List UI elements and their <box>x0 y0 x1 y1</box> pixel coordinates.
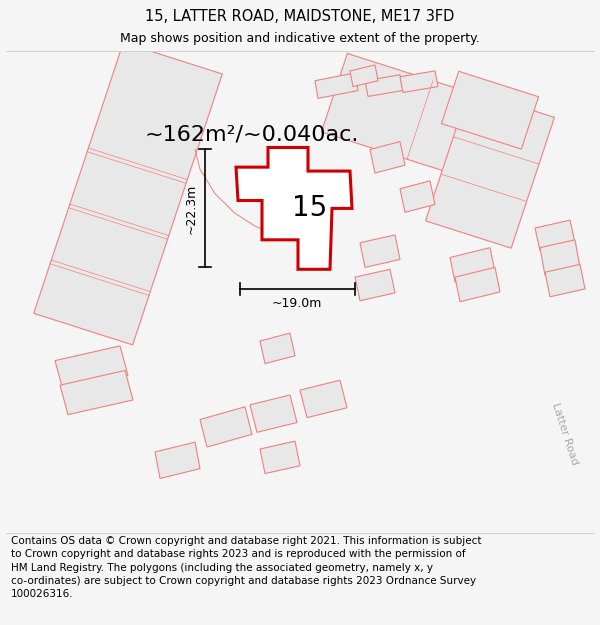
Polygon shape <box>236 148 352 269</box>
Polygon shape <box>400 71 438 92</box>
Polygon shape <box>260 441 300 474</box>
Polygon shape <box>250 395 297 432</box>
Polygon shape <box>365 75 403 96</box>
Polygon shape <box>360 235 400 268</box>
Text: ~22.3m: ~22.3m <box>185 183 198 234</box>
Polygon shape <box>155 442 200 479</box>
Text: Map shows position and indicative extent of the property.: Map shows position and indicative extent… <box>120 32 480 45</box>
Polygon shape <box>315 73 358 98</box>
Polygon shape <box>350 65 378 87</box>
Polygon shape <box>442 71 539 149</box>
Polygon shape <box>55 346 128 390</box>
Polygon shape <box>455 268 500 302</box>
Text: 15, LATTER ROAD, MAIDSTONE, ME17 3FD: 15, LATTER ROAD, MAIDSTONE, ME17 3FD <box>145 9 455 24</box>
Polygon shape <box>355 269 395 301</box>
Polygon shape <box>200 407 252 447</box>
Polygon shape <box>540 240 580 275</box>
Polygon shape <box>535 220 575 251</box>
Text: ~162m²/~0.040ac.: ~162m²/~0.040ac. <box>145 125 359 145</box>
Polygon shape <box>400 181 435 213</box>
Polygon shape <box>545 264 585 297</box>
Polygon shape <box>450 248 495 282</box>
Polygon shape <box>34 42 222 345</box>
Polygon shape <box>322 54 518 186</box>
Text: Latter Road: Latter Road <box>550 402 580 467</box>
Text: ~19.0m: ~19.0m <box>272 297 322 310</box>
Polygon shape <box>300 380 347 418</box>
Polygon shape <box>60 371 133 414</box>
Text: Contains OS data © Crown copyright and database right 2021. This information is : Contains OS data © Crown copyright and d… <box>11 536 481 599</box>
Polygon shape <box>425 90 554 248</box>
Polygon shape <box>370 142 405 173</box>
Polygon shape <box>260 333 295 364</box>
Text: 15: 15 <box>292 194 328 222</box>
